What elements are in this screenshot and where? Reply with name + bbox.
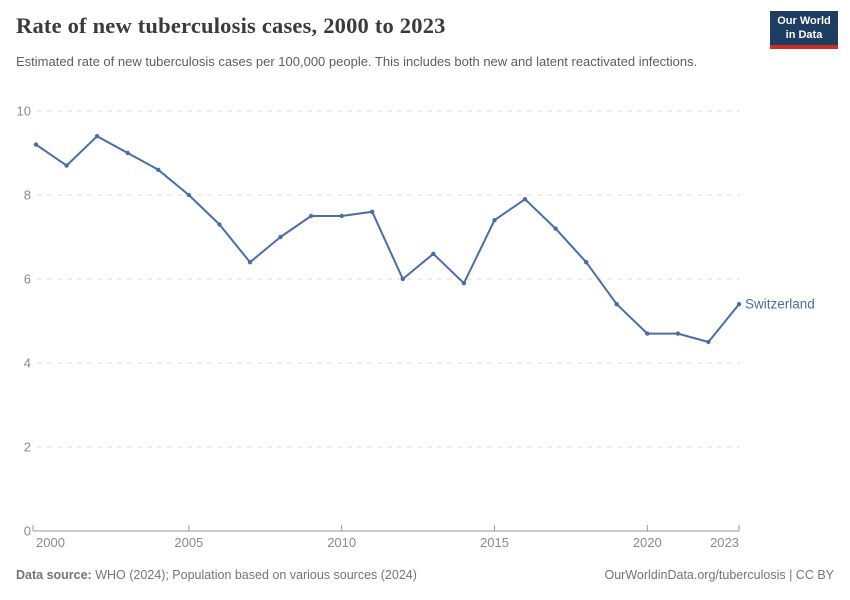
data-point[interactable] [614, 302, 619, 307]
x-tick-label: 2020 [633, 535, 662, 550]
data-point[interactable] [308, 213, 314, 219]
y-tick-label: 10 [17, 104, 31, 119]
y-tick-label: 2 [24, 440, 31, 455]
data-point[interactable] [247, 260, 253, 265]
owid-logo-line1: Our World [777, 15, 831, 27]
data-point[interactable] [370, 209, 375, 214]
data-point[interactable] [339, 213, 344, 219]
attribution-link[interactable]: OurWorldinData.org/tuberculosis | CC BY [604, 568, 835, 582]
chart-footer: Data source: WHO (2024); Population base… [16, 568, 834, 582]
data-source-label: Data source: [16, 568, 92, 582]
data-point[interactable] [278, 234, 283, 240]
data-source-text: WHO (2024); Population based on various … [91, 568, 417, 582]
series-line[interactable] [35, 135, 740, 343]
data-source-note: Data source: WHO (2024); Population base… [16, 568, 417, 582]
owid-logo[interactable]: Our World in Data [770, 11, 838, 49]
page-title: Rate of new tuberculosis cases, 2000 to … [16, 13, 446, 38]
data-point[interactable] [64, 163, 69, 168]
data-point[interactable] [584, 260, 589, 265]
data-point[interactable] [125, 150, 130, 156]
data-point[interactable] [461, 281, 467, 286]
x-tick-label: 2000 [36, 535, 65, 550]
owid-logo-line2: in Data [785, 28, 823, 41]
data-point[interactable] [675, 331, 681, 336]
data-point[interactable] [94, 134, 100, 139]
data-point[interactable] [492, 218, 497, 223]
series-end-label[interactable]: Switzerland [745, 297, 815, 312]
x-tick-label: 2005 [174, 535, 203, 550]
data-point[interactable] [186, 192, 191, 198]
data-point[interactable] [645, 331, 650, 336]
data-point[interactable] [217, 222, 222, 227]
data-point[interactable] [522, 197, 528, 202]
data-point[interactable] [33, 142, 39, 147]
data-point[interactable] [156, 167, 161, 172]
data-point[interactable] [431, 251, 436, 256]
data-point[interactable] [706, 339, 711, 345]
x-tick-label: 2023 [710, 535, 739, 550]
data-point[interactable] [553, 226, 558, 231]
data-point[interactable] [400, 276, 405, 282]
y-tick-label: 6 [24, 272, 31, 287]
data-point[interactable] [736, 302, 742, 307]
chart-subtitle: Estimated rate of new tuberculosis cases… [16, 54, 698, 69]
x-tick-label: 2015 [480, 535, 509, 550]
x-tick-label: 2010 [327, 535, 356, 550]
y-tick-label: 4 [24, 356, 31, 371]
y-tick-label: 8 [24, 188, 31, 203]
y-tick-label: 0 [24, 524, 31, 539]
